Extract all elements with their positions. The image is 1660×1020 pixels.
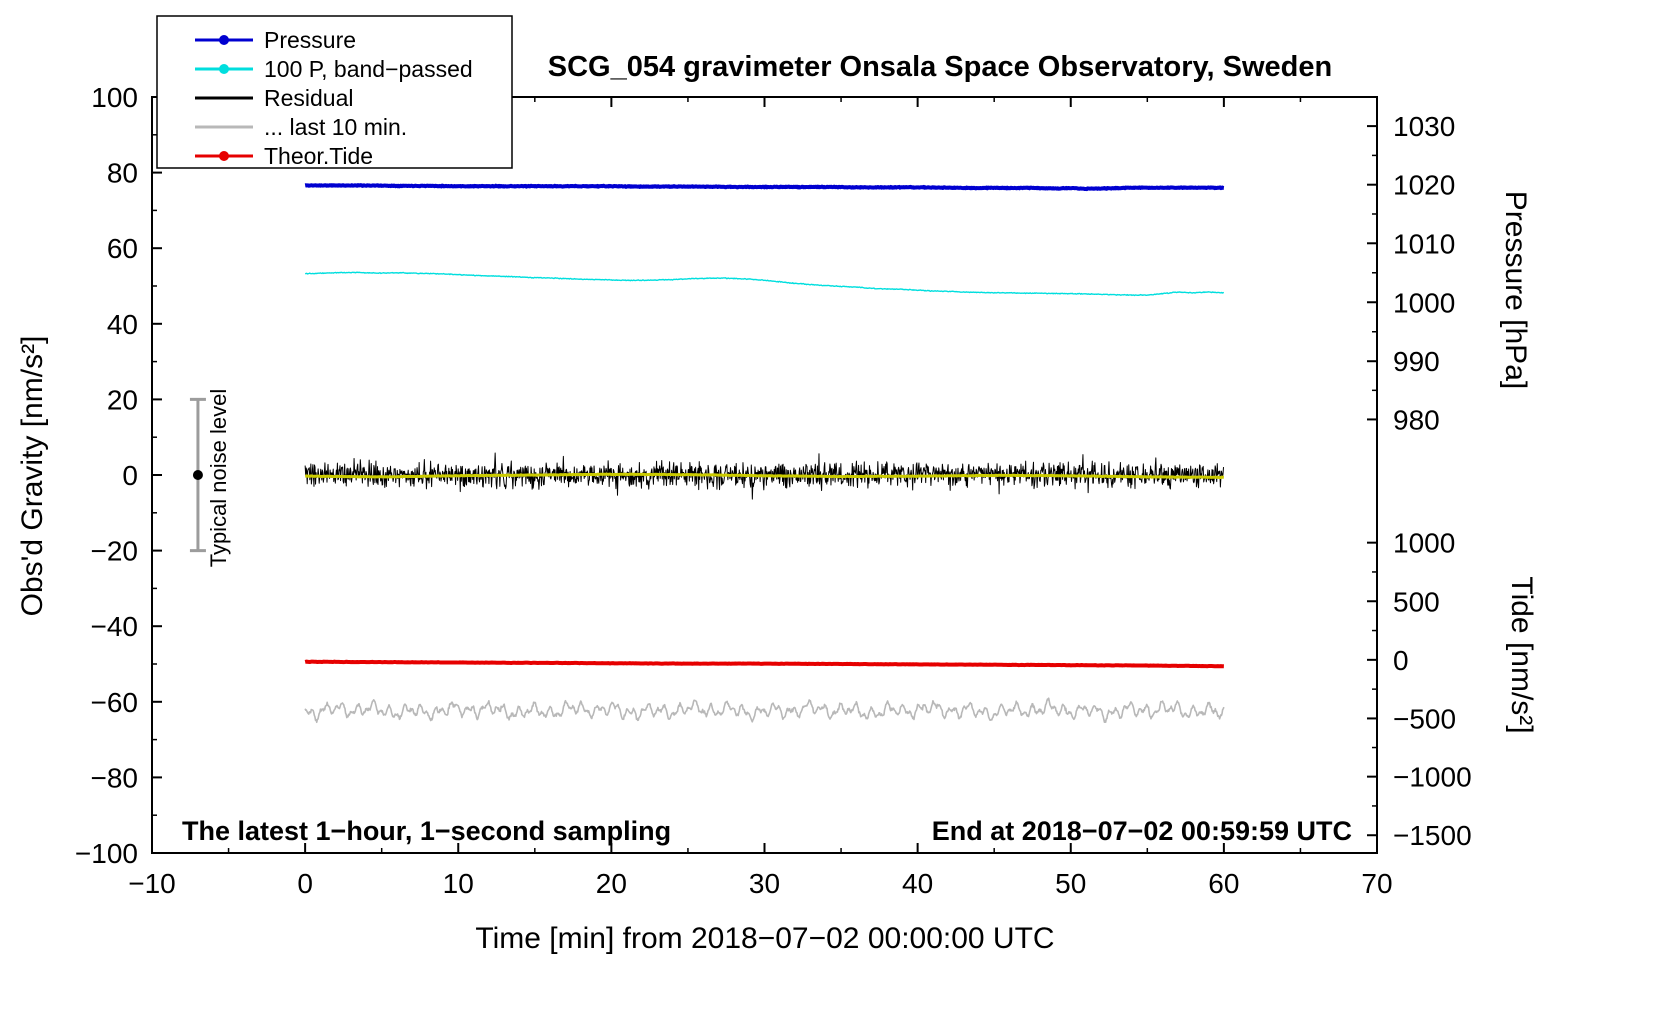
legend-label-theor-tide: Theor.Tide [264,143,373,169]
y-tick-label-gravity: 60 [107,233,138,264]
data-series [303,183,1226,724]
y-tick-label-gravity: 20 [107,384,138,415]
y-tick-label-gravity: 100 [91,82,138,113]
x-tick-label: 0 [297,868,313,899]
y-tick-label-gravity: −100 [75,838,138,869]
legend-label-100-p-band-passed: 100 P, band−passed [264,56,473,82]
plot-frame: −10 0 10 20 30 40 50 60 70−100−80−60−40−20020406… [75,82,1472,899]
series-last-10-min [304,697,1225,724]
x-axis-label: Time [min] from 2018−07−02 00:00:00 UTC [475,922,1054,955]
y-tick-label-tide: 500 [1393,586,1440,617]
legend: Pressure 100 P, band−passed Residual ... la… [156,15,513,169]
series-unlabeled-yellow-overlay-smoothed-residual [304,472,1224,480]
y-tick-label-tide: −500 [1393,703,1456,734]
y-tick-label-gravity: −80 [91,762,139,793]
y-tick-label-pressure: 990 [1393,346,1440,377]
y-tick-label-pressure: 1030 [1393,111,1455,142]
series-pressure [303,183,1226,192]
x-tick-label: 30 [749,868,780,899]
noise-level-label: Typical noise level [206,389,231,568]
y-axis-label-tide: Tide [nm/s²] [1505,576,1538,733]
y-tick-label-gravity: 40 [107,309,138,340]
y-tick-label-gravity: 0 [122,460,138,491]
legend-marker-pressure [219,35,229,45]
chart-title: SCG_054 gravimeter Onsala Space Observat… [548,51,1332,83]
y-tick-label-tide: 1000 [1393,528,1455,559]
series-theor-tide [304,659,1225,669]
x-tick-label: 60 [1208,868,1239,899]
y-tick-label-gravity: 80 [107,158,138,189]
y-tick-label-tide: −1500 [1393,820,1472,851]
series-100-p-band-passed [304,271,1224,297]
annotation-end-time: End at 2018−07−02 00:59:59 UTC [932,816,1352,846]
x-tick-label: 70 [1361,868,1392,899]
x-tick-label: 50 [1055,868,1086,899]
y-tick-label-tide: −1000 [1393,762,1472,793]
y-tick-label-pressure: 1020 [1393,170,1455,201]
x-tick-label: 40 [902,868,933,899]
y-axis-label-gravity: Obs'd Gravity [nm/s²] [16,336,49,617]
y-tick-label-pressure: 1010 [1393,228,1455,259]
y-tick-label-gravity: −20 [91,536,139,567]
legend-marker-theor-tide [219,151,229,161]
y-tick-label-gravity: −60 [91,687,139,718]
legend-label-residual: Residual [264,85,354,111]
y-tick-label-pressure: 980 [1393,404,1440,435]
x-tick-label: −10 [128,868,176,899]
legend-marker-100-p-band-passed [219,64,229,74]
y-tick-label-tide: 0 [1393,645,1409,676]
noise-bar-dot [192,470,203,480]
y-axis-label-pressure: Pressure [hPa] [1499,191,1532,389]
legend-label-pressure: Pressure [264,27,356,53]
y-tick-label-pressure: 1000 [1393,287,1455,318]
x-tick-label: 10 [443,868,474,899]
y-tick-label-gravity: −40 [91,611,139,642]
legend-label-last-10-min: ... last 10 min. [264,114,407,140]
x-tick-label: 20 [596,868,627,899]
noise-level-indicator [189,397,206,553]
annotation-sampling: The latest 1−hour, 1−second sampling [182,816,671,846]
